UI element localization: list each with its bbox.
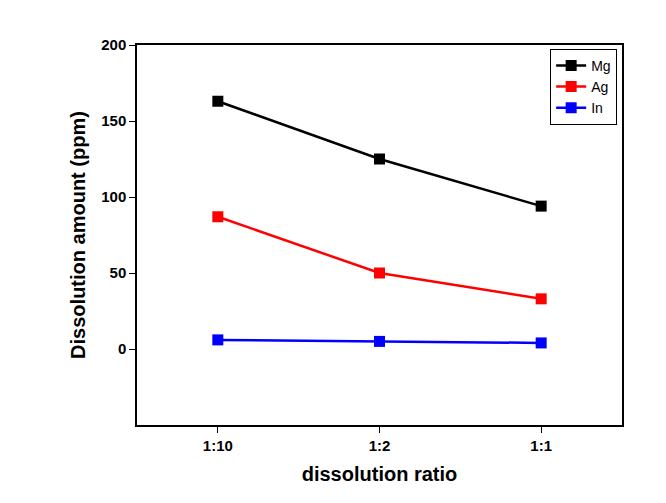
svg-text:1:2: 1:2 xyxy=(369,437,391,454)
svg-text:dissolution ratio: dissolution ratio xyxy=(302,463,458,485)
svg-text:150: 150 xyxy=(101,112,126,129)
svg-text:200: 200 xyxy=(101,36,126,53)
svg-text:100: 100 xyxy=(101,188,126,205)
svg-text:0: 0 xyxy=(118,340,126,357)
svg-text:50: 50 xyxy=(110,264,127,281)
svg-text:Ag: Ag xyxy=(591,79,608,95)
svg-text:Dissolution amount (ppm): Dissolution amount (ppm) xyxy=(67,111,89,359)
svg-text:1:10: 1:10 xyxy=(203,437,233,454)
svg-text:1:1: 1:1 xyxy=(530,437,552,454)
svg-text:Mg: Mg xyxy=(591,58,610,74)
svg-text:In: In xyxy=(591,100,603,116)
